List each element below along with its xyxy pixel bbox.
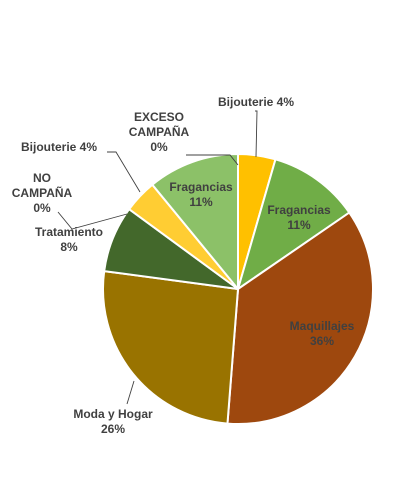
leader-line <box>126 380 135 405</box>
data-label: Fragancias 11% <box>169 180 233 209</box>
leader-line <box>186 154 239 166</box>
data-label: Bijouterie 4% <box>21 140 97 154</box>
pie-slices <box>102 152 374 425</box>
leader-line <box>57 211 128 230</box>
data-labels: Bijouterie 4% Fragancias 11% Maquillajes 36%… <box>12 95 355 436</box>
pie-slice <box>236 158 351 292</box>
data-label: Tratamiento 8% <box>35 225 103 254</box>
data-label: Bijouterie 4% <box>218 95 294 109</box>
data-label: EXCESO CAMPAÑA 0% <box>129 110 190 154</box>
data-label: NO CAMPAÑA 0% <box>12 171 73 215</box>
pie-slice <box>226 211 374 425</box>
leader-lines <box>57 110 258 405</box>
pie-slice <box>150 152 239 292</box>
data-label: Moda y Hogar 26% <box>73 407 153 436</box>
leader-line <box>107 151 141 193</box>
data-label: Maquillajes 36% <box>290 319 355 348</box>
data-label: Fragancias 11% <box>267 203 331 232</box>
leader-line <box>255 110 258 158</box>
pie-slice <box>102 269 240 425</box>
